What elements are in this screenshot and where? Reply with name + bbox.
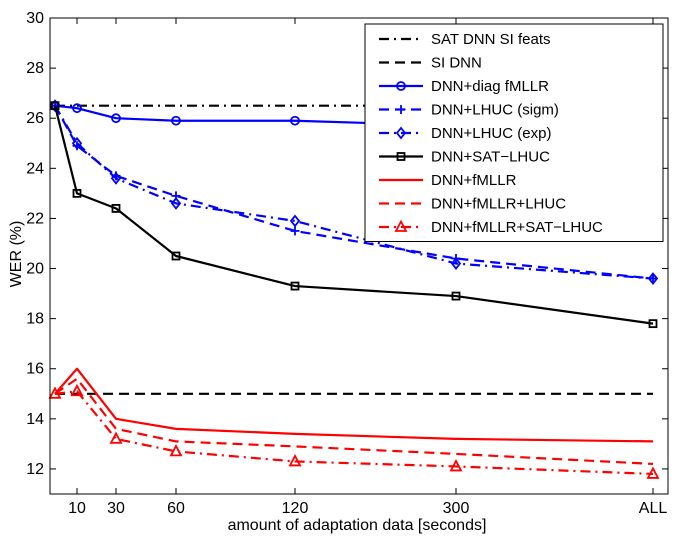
series-8-point-0 xyxy=(48,386,62,399)
series-4-point-6 xyxy=(647,272,659,285)
series-5-point-0 xyxy=(50,101,60,111)
legend-marker-4 xyxy=(395,126,407,140)
legend-marker-5 xyxy=(396,152,406,161)
series-5-point-2 xyxy=(111,203,121,213)
plot-frame xyxy=(49,17,669,495)
series-8-point-6 xyxy=(646,466,660,479)
y-tick-label: 14 xyxy=(26,411,44,428)
legend-label-4: DNN+LHUC (exp) xyxy=(431,125,551,142)
series-2-point-1 xyxy=(72,103,82,114)
series-line-8 xyxy=(54,390,654,476)
y-tick-label: 20 xyxy=(26,261,44,278)
series-8-point-1 xyxy=(70,383,84,397)
series-5-point-5 xyxy=(451,291,461,301)
legend-label-5: DNN+SAT−LHUC xyxy=(431,149,550,166)
legend-marker-8 xyxy=(394,219,408,232)
series-line-4 xyxy=(54,105,654,280)
series-2-point-3 xyxy=(171,115,181,126)
series-4-point-2 xyxy=(110,171,122,185)
y-tick-label: 12 xyxy=(26,461,44,478)
series-4-point-3 xyxy=(170,196,182,210)
series-5-point-4 xyxy=(290,281,300,291)
x-tick-label: ALL xyxy=(639,500,668,517)
x-tick-label: 60 xyxy=(167,500,185,517)
y-tick-label: 22 xyxy=(26,210,44,227)
series-line-6 xyxy=(54,367,654,443)
x-tick-label: 300 xyxy=(443,500,470,517)
legend-label-1: SI DNN xyxy=(431,55,482,72)
legend-box xyxy=(364,23,664,242)
series-5-point-6 xyxy=(648,319,658,329)
legend-marker-2 xyxy=(396,81,406,91)
series-line-7 xyxy=(54,377,654,466)
y-tick-label: 30 xyxy=(26,10,44,27)
y-tick-label: 16 xyxy=(26,361,44,378)
legend: SAT DNN SI feats SI DNN DNN+diag fMLLR DNN+… xyxy=(364,23,664,242)
series-2-point-4 xyxy=(290,115,300,126)
axes-layer: 12 14 16 18 20 22 24 26 28 30 10 30 60 120 300 ALL xyxy=(26,10,669,517)
x-axis-title: amount of adaptation data [seconds] xyxy=(228,517,487,534)
series-8-point-3 xyxy=(169,443,183,457)
x-tick-label: 10 xyxy=(68,500,86,517)
y-tick-label: 28 xyxy=(26,60,44,77)
series-3-point-4 xyxy=(290,226,300,236)
x-tick-label: 30 xyxy=(107,500,125,517)
y-tick-label: 26 xyxy=(26,110,44,127)
legend-label-0: SAT DNN SI feats xyxy=(431,31,550,48)
legend-label-6: DNN+fMLLR xyxy=(431,172,517,189)
x-tick-label: 120 xyxy=(282,500,309,517)
legend-label-8: DNN+fMLLR+SAT−LHUC xyxy=(431,219,603,236)
legend-marker-3 xyxy=(396,105,406,114)
y-tick-label: 18 xyxy=(26,311,44,328)
y-tick-label: 24 xyxy=(26,160,44,177)
series-5-point-1 xyxy=(72,188,82,198)
y-axis-title: WER (%) xyxy=(8,221,25,288)
series-8-point-5 xyxy=(449,459,463,472)
series-5-point-3 xyxy=(171,251,181,261)
legend-label-2: DNN+diag fMLLR xyxy=(431,78,549,95)
series-4-point-5 xyxy=(450,257,462,270)
series-line-5 xyxy=(53,105,654,325)
series-2-point-2 xyxy=(111,113,121,124)
series-4-point-1 xyxy=(71,136,83,150)
series-4-point-4 xyxy=(289,214,301,228)
series-8-point-4 xyxy=(288,453,302,467)
legend-label-3: DNN+LHUC (sigm) xyxy=(431,102,559,119)
series-8-point-2 xyxy=(109,431,123,444)
legend-label-7: DNN+fMLLR+LHUC xyxy=(431,196,566,213)
